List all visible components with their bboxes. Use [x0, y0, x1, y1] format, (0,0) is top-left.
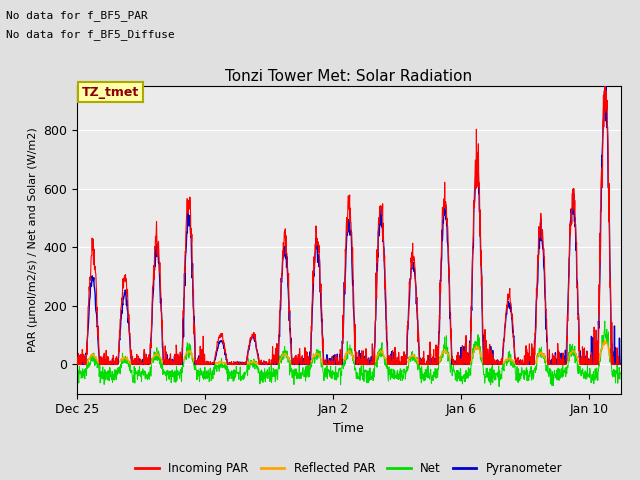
- Net: [194, 376, 202, 382]
- Net: [209, 376, 217, 382]
- Reflected PAR: [194, 361, 202, 367]
- Pyranometer: [88, 278, 95, 284]
- Title: Tonzi Tower Met: Solar Radiation: Tonzi Tower Met: Solar Radiation: [225, 69, 472, 84]
- Net: [365, 368, 373, 373]
- Reflected PAR: [365, 361, 373, 367]
- Reflected PAR: [88, 351, 96, 357]
- Reflected PAR: [497, 361, 505, 367]
- Net: [88, 355, 95, 360]
- Net: [617, 370, 625, 375]
- Legend: Incoming PAR, Reflected PAR, Net, Pyranometer: Incoming PAR, Reflected PAR, Net, Pyrano…: [131, 457, 567, 480]
- Reflected PAR: [163, 361, 170, 367]
- Pyranometer: [73, 361, 81, 367]
- Net: [601, 318, 609, 324]
- Incoming PAR: [601, 65, 609, 71]
- Incoming PAR: [194, 361, 202, 367]
- Net: [495, 384, 503, 389]
- Incoming PAR: [163, 349, 170, 355]
- Text: TZ_tmet: TZ_tmet: [82, 85, 140, 98]
- Incoming PAR: [88, 252, 95, 258]
- Reflected PAR: [617, 361, 625, 367]
- Incoming PAR: [209, 360, 217, 366]
- Line: Reflected PAR: Reflected PAR: [77, 340, 621, 364]
- Pyranometer: [194, 361, 202, 367]
- Pyranometer: [617, 361, 625, 367]
- Text: No data for f_BF5_Diffuse: No data for f_BF5_Diffuse: [6, 29, 175, 40]
- Net: [163, 369, 170, 375]
- Net: [497, 373, 505, 379]
- Pyranometer: [163, 361, 170, 367]
- Line: Pyranometer: Pyranometer: [77, 87, 621, 364]
- Reflected PAR: [74, 361, 82, 367]
- Reflected PAR: [601, 337, 609, 343]
- Line: Net: Net: [77, 321, 621, 386]
- Incoming PAR: [497, 361, 505, 367]
- Reflected PAR: [209, 361, 217, 367]
- Pyranometer: [497, 361, 505, 367]
- X-axis label: Time: Time: [333, 422, 364, 435]
- Net: [73, 378, 81, 384]
- Pyranometer: [365, 361, 373, 367]
- Pyranometer: [209, 361, 217, 367]
- Pyranometer: [602, 84, 610, 90]
- Incoming PAR: [617, 361, 625, 367]
- Line: Incoming PAR: Incoming PAR: [77, 68, 621, 364]
- Incoming PAR: [73, 361, 81, 367]
- Text: No data for f_BF5_PAR: No data for f_BF5_PAR: [6, 10, 148, 21]
- Y-axis label: PAR (μmol/m2/s) / Net and Solar (W/m2): PAR (μmol/m2/s) / Net and Solar (W/m2): [28, 128, 38, 352]
- Reflected PAR: [73, 361, 81, 367]
- Incoming PAR: [365, 361, 373, 367]
